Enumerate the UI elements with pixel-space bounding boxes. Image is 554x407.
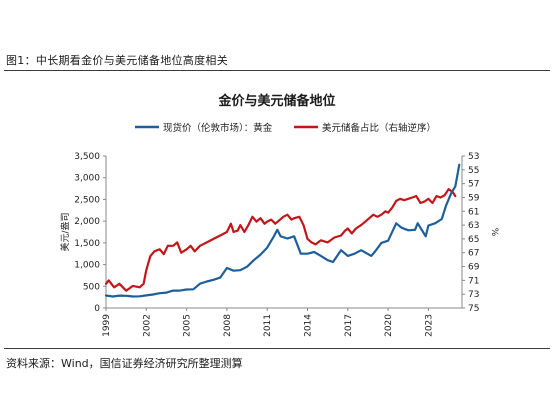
y-right-tick-label: 65 [468, 235, 479, 245]
x-tick-label: 2011 [263, 314, 273, 337]
y-right-tick-label: 61 [468, 207, 479, 217]
y-left-tick-label: 500 [83, 282, 100, 292]
legend: 现货价（伦敦市场）：黄金 美元储备占比（右轴逆序） [135, 122, 436, 134]
x-tick-label: 2017 [344, 314, 354, 337]
x-tick-label: 2008 [223, 314, 233, 337]
y-left-tick-label: 0 [94, 304, 100, 314]
legend-label-reserve: 美元储备占比（右轴逆序） [322, 122, 436, 134]
y-left-tick-label: 2,500 [74, 195, 100, 205]
y-right-tick-label: 73 [468, 290, 479, 300]
y-right-tick-label: 75 [468, 304, 479, 314]
x-tick-label: 2023 [424, 314, 434, 337]
y-right-tick-label: 67 [468, 249, 479, 259]
x-tick-label: 1999 [102, 314, 112, 337]
x-tick-label: 2020 [384, 314, 394, 337]
y-right-label: % [489, 228, 499, 237]
axes [105, 156, 463, 309]
series-line-usd-reserve-share [104, 188, 457, 292]
y-right-tick-label: 57 [468, 180, 479, 190]
y-right-tick-label: 53 [468, 152, 479, 162]
y-left-tick-label: 3,000 [74, 174, 100, 184]
source-note: 资料来源：Wind，国信证券经济研究所整理测算 [6, 357, 243, 370]
source-rule [4, 348, 550, 349]
chart-title: 金价与美元储备地位 [217, 93, 335, 109]
x-tick-label: 2005 [183, 314, 193, 337]
y-left-tick-label: 1,500 [74, 239, 100, 249]
legend-label-gold: 现货价（伦敦市场）：黄金 [163, 122, 273, 134]
y-left-tick-label: 1,000 [74, 261, 100, 271]
y-right-tick-label: 59 [468, 193, 480, 203]
caption-rule [4, 70, 550, 71]
x-tick-label: 2014 [304, 314, 314, 337]
y-left-tick-label: 2,000 [74, 217, 100, 227]
x-tick-label: 2002 [142, 314, 152, 337]
y-right-ticks: 53 55 57 59 61 63 65 67 69 71 73 75 [462, 152, 480, 314]
y-right-tick-label: 71 [468, 276, 479, 286]
y-right-tick-label: 63 [468, 221, 479, 231]
x-ticks: 1999 2002 2005 2008 2011 2014 2017 2020 2023 [102, 308, 434, 337]
y-left-ticks: 0 500 1,000 1,500 2,000 2,500 3,000 3,500 [74, 152, 106, 314]
series-line-gold-price [104, 163, 461, 298]
y-right-tick-label: 69 [468, 263, 480, 273]
series-layer [104, 163, 461, 298]
figure-caption: 图1：中长期看金价与美元储备地位高度相关 [6, 54, 228, 67]
y-left-tick-label: 3,500 [74, 152, 100, 162]
y-left-label: 美元/盎司 [59, 212, 71, 251]
y-right-tick-label: 55 [468, 166, 479, 176]
